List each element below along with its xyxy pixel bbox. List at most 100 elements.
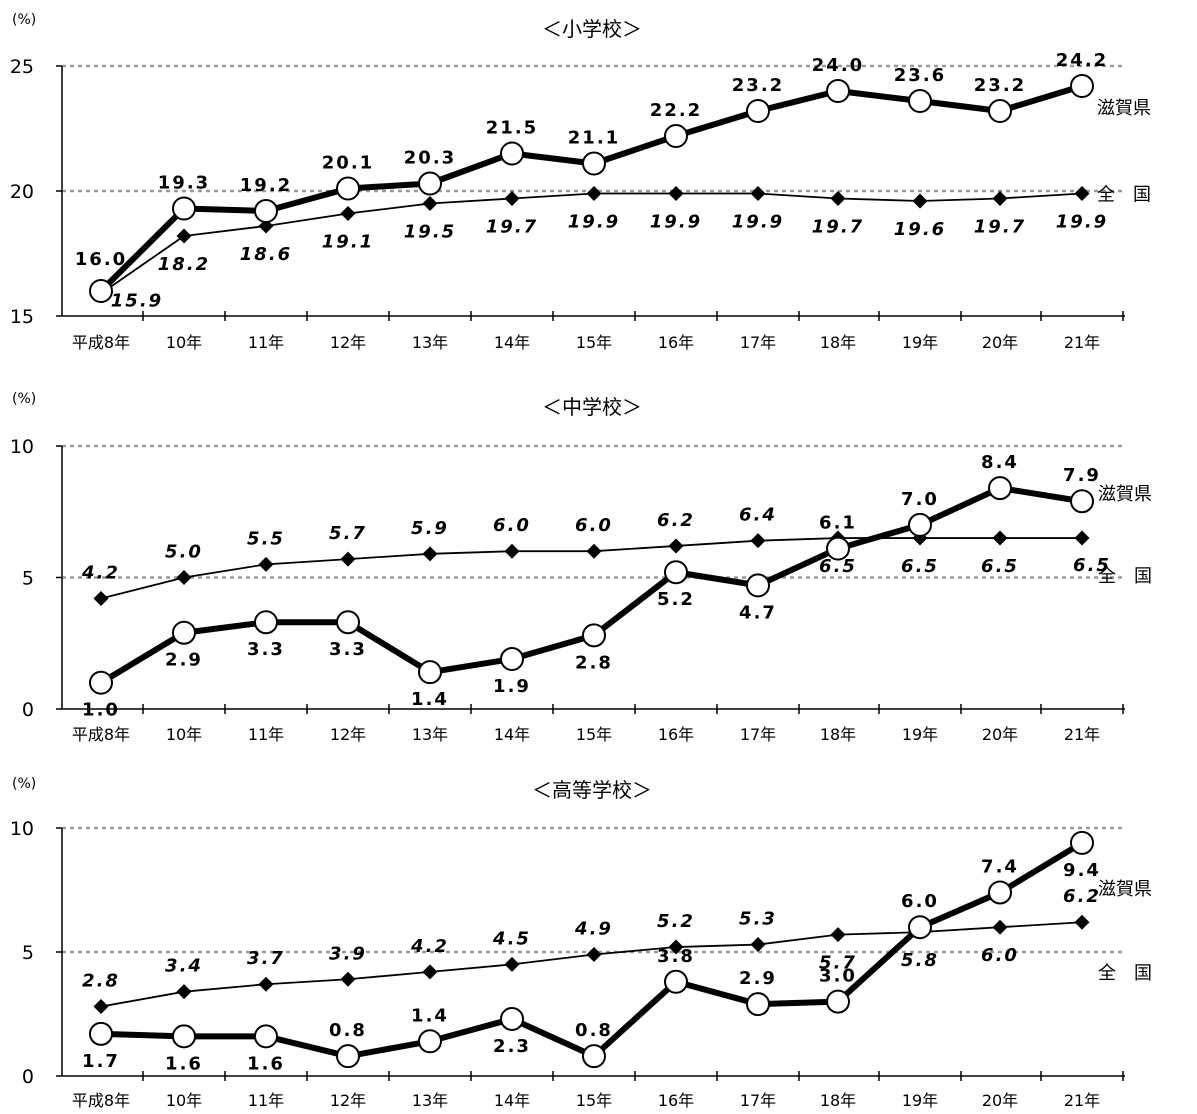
x-tick-label: 平成8年 — [72, 333, 130, 352]
data-point-diamond — [668, 538, 684, 554]
data-label-national: 6.5 — [819, 556, 857, 577]
data-point-circle — [500, 647, 524, 672]
data-point-circle — [336, 176, 360, 201]
series-label-national: 全 国 — [1098, 566, 1152, 587]
data-point-circle — [172, 620, 196, 645]
data-label-prefecture: 3.3 — [247, 639, 285, 660]
data-label-prefecture: 21.5 — [486, 118, 538, 139]
data-point-diamond — [422, 196, 438, 211]
data-label-national: 2.8 — [82, 971, 120, 992]
data-point-diamond — [93, 999, 109, 1015]
data-label-national: 19.9 — [650, 212, 702, 233]
data-label-national: 19.7 — [812, 217, 864, 238]
x-tick-label: 20年 — [982, 333, 1018, 352]
data-point-circle — [826, 989, 850, 1014]
data-label-national: 18.2 — [158, 254, 210, 275]
data-label-prefecture: 1.6 — [247, 1053, 285, 1074]
data-label-prefecture: 21.1 — [568, 128, 620, 149]
y-unit-label: (%) — [12, 776, 36, 792]
x-tick-label: 11年 — [248, 1091, 284, 1110]
series-label-national: 全 国 — [1097, 185, 1151, 206]
x-tick-label: 17年 — [740, 333, 776, 352]
data-label-national: 5.7 — [329, 523, 367, 544]
data-label-national: 5.3 — [739, 909, 777, 930]
data-point-diamond — [830, 927, 846, 943]
data-point-circle — [582, 1044, 606, 1069]
data-point-circle — [254, 610, 278, 635]
data-label-national: 6.0 — [493, 515, 531, 536]
y-tick-label: 10 — [10, 818, 34, 840]
data-point-circle — [89, 279, 113, 303]
series-label-prefecture: 滋賀県 — [1098, 484, 1152, 505]
chart-panel: (%) ＜中学校＞ 0 5 10 平成8年 10年 11年 12年 13年 14年 15年 16年 17年… — [10, 391, 1152, 744]
data-point-circle — [988, 880, 1012, 905]
data-point-diamond — [504, 191, 520, 206]
data-label-prefecture: 7.4 — [981, 856, 1019, 877]
data-point-circle — [254, 1024, 278, 1049]
data-label-prefecture: 1.4 — [411, 689, 449, 710]
data-point-circle — [664, 124, 688, 148]
data-label-prefecture: 6.0 — [901, 891, 939, 912]
data-point-diamond — [504, 543, 520, 559]
data-label-prefecture: 19.3 — [158, 173, 210, 194]
data-label-national: 5.8 — [901, 950, 939, 971]
data-label-prefecture: 20.1 — [322, 153, 374, 174]
data-label-prefecture: 9.4 — [1063, 860, 1101, 881]
data-label-prefecture: 16.0 — [75, 249, 127, 270]
data-label-national: 19.1 — [322, 232, 374, 253]
data-point-circle — [826, 79, 850, 103]
data-label-prefecture: 8.4 — [981, 452, 1019, 473]
x-tick-label: 18年 — [820, 1091, 856, 1110]
data-point-circle — [500, 141, 524, 166]
data-label-national: 19.7 — [486, 217, 538, 238]
y-tick-label: 20 — [10, 181, 34, 203]
data-label-prefecture: 22.2 — [650, 100, 702, 121]
data-label-national: 6.5 — [1073, 555, 1111, 576]
data-point-circle — [254, 199, 278, 223]
data-point-circle — [418, 171, 442, 196]
x-tick-label: 15年 — [576, 725, 612, 744]
x-tick-label: 14年 — [494, 725, 530, 744]
data-point-diamond — [1074, 186, 1090, 201]
data-label-national: 19.9 — [1056, 212, 1108, 233]
x-tick-label: 21年 — [1064, 725, 1100, 744]
data-label-national: 4.2 — [410, 936, 449, 957]
data-label-prefecture: 23.2 — [732, 75, 784, 96]
x-tick-label: 13年 — [412, 333, 448, 352]
data-point-diamond — [586, 946, 602, 962]
data-point-circle — [988, 476, 1012, 501]
x-tick-label: 平成8年 — [72, 1091, 130, 1110]
data-point-diamond — [830, 191, 846, 206]
y-tick-label: 5 — [22, 568, 34, 590]
data-point-diamond — [340, 206, 356, 221]
data-label-national: 6.4 — [739, 505, 777, 526]
data-label-prefecture: 19.2 — [240, 175, 292, 196]
y-tick-label: 15 — [10, 306, 34, 328]
y-unit-label: (%) — [12, 391, 36, 407]
data-label-prefecture: 1.7 — [82, 1051, 120, 1072]
data-label-national: 19.5 — [404, 222, 456, 243]
x-tick-label: 10年 — [166, 333, 202, 352]
data-label-national: 5.0 — [165, 542, 203, 563]
data-label-prefecture: 23.6 — [894, 65, 946, 86]
y-tick-label: 0 — [22, 699, 34, 721]
x-tick-label: 16年 — [658, 1091, 694, 1110]
data-label-prefecture: 2.3 — [493, 1036, 531, 1057]
series-label-national: 全 国 — [1098, 963, 1152, 984]
data-point-circle — [664, 560, 688, 585]
data-label-prefecture: 1.0 — [82, 700, 120, 721]
data-point-diamond — [1074, 914, 1090, 930]
x-tick-label: 12年 — [330, 725, 366, 744]
data-label-prefecture: 5.2 — [657, 589, 695, 610]
data-point-diamond — [586, 186, 602, 201]
data-label-national: 5.2 — [657, 911, 695, 932]
data-label-national: 19.9 — [732, 212, 784, 233]
x-tick-label: 12年 — [330, 333, 366, 352]
x-tick-label: 19年 — [902, 725, 938, 744]
data-point-circle — [746, 992, 770, 1017]
chart-title: ＜高等学校＞ — [532, 778, 652, 802]
data-label-prefecture: 1.9 — [493, 676, 531, 697]
x-tick-label: 20年 — [982, 725, 1018, 744]
data-point-diamond — [668, 939, 684, 955]
